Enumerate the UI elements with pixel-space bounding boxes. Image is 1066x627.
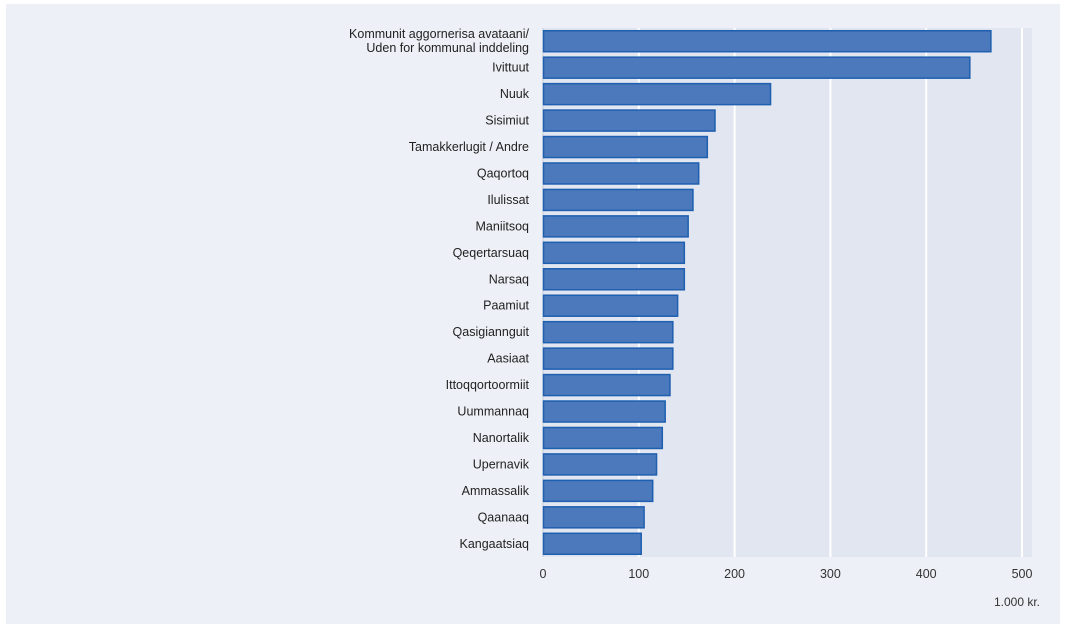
bar — [542, 135, 709, 159]
bar — [542, 82, 772, 106]
category-label-line: Nanortalik — [473, 431, 530, 445]
bar — [542, 188, 694, 212]
category-label: Paamiut — [483, 299, 529, 313]
category-label: Maniitsoq — [476, 219, 530, 233]
bar — [542, 347, 674, 370]
x-tick-label: 500 — [1012, 567, 1033, 581]
x-tick-label: 400 — [916, 567, 937, 581]
category-label: Sisimiut — [485, 114, 529, 128]
category-label: Ivittuut — [492, 61, 529, 75]
category-label-line: Ammassalik — [462, 484, 530, 498]
bar — [542, 268, 686, 291]
category-label-line: Kangaatsiaq — [459, 537, 529, 551]
category-label-line: Tamakkerlugit / Andre — [409, 140, 529, 154]
category-label: Uummannaq — [457, 405, 529, 419]
bar — [542, 453, 658, 476]
bar — [542, 241, 686, 265]
category-label-line: Ittoqqortoormiit — [446, 378, 530, 392]
category-label: Qaanaaq — [478, 510, 529, 524]
category-labels: Kommunit aggornerisa avataani/Uden for k… — [349, 27, 530, 551]
category-label-line: Uummannaq — [457, 405, 529, 419]
category-label-line: Narsaq — [489, 272, 529, 286]
bar — [542, 320, 674, 344]
category-label-line: Sisimiut — [485, 114, 529, 128]
category-label: Tamakkerlugit / Andre — [409, 140, 529, 154]
category-label: Kangaatsiaq — [459, 537, 529, 551]
bar — [542, 479, 654, 503]
bar — [542, 400, 666, 423]
x-tick-label: 300 — [820, 567, 841, 581]
category-label-line: Aasiaat — [487, 352, 529, 366]
category-label-line: Qaanaaq — [478, 510, 529, 524]
x-tick-labels: 0 100 200 300 400 500 — [540, 567, 1033, 581]
bar — [542, 215, 689, 238]
category-label: Upernavik — [473, 457, 530, 471]
bar — [542, 426, 664, 450]
category-label-line: Qasigiannguit — [453, 325, 530, 339]
bar — [542, 373, 671, 397]
bar — [542, 56, 971, 79]
category-label: Kommunit aggornerisa avataani/Uden for k… — [349, 27, 529, 55]
bar — [542, 162, 700, 185]
plot-area — [543, 28, 1032, 557]
category-label-line: Ilulissat — [487, 193, 529, 207]
category-label: Narsaq — [489, 272, 529, 286]
bar — [542, 109, 716, 132]
bar — [542, 294, 679, 317]
category-label-line: Uden for kommunal inddeling — [366, 41, 529, 55]
unit-label: 1.000 kr. — [994, 595, 1040, 609]
category-label: Ilulissat — [487, 193, 529, 207]
category-label-line: Qaqortoq — [477, 166, 529, 180]
category-label: Qaqortoq — [477, 166, 529, 180]
bar — [542, 29, 992, 53]
category-label-line: Kommunit aggornerisa avataani/ — [349, 27, 529, 41]
category-label: Qasigiannguit — [453, 325, 530, 339]
category-label: Aasiaat — [487, 352, 529, 366]
category-label-line: Qeqertarsuaq — [453, 246, 529, 260]
category-label: Ammassalik — [462, 484, 530, 498]
category-label: Nuuk — [500, 87, 530, 101]
category-label-line: Nuuk — [500, 87, 530, 101]
x-tick-label: 0 — [540, 567, 547, 581]
category-label: Nanortalik — [473, 431, 530, 445]
bars — [542, 29, 992, 556]
x-tick-label: 100 — [628, 567, 649, 581]
category-label: Qeqertarsuaq — [453, 246, 529, 260]
bar — [542, 532, 642, 556]
category-label-line: Paamiut — [483, 299, 529, 313]
category-label-line: Ivittuut — [492, 61, 529, 75]
category-label-line: Upernavik — [473, 457, 530, 471]
x-tick-label: 200 — [724, 567, 745, 581]
category-label: Ittoqqortoormiit — [446, 378, 530, 392]
category-label-line: Maniitsoq — [476, 219, 530, 233]
bar — [542, 506, 645, 529]
